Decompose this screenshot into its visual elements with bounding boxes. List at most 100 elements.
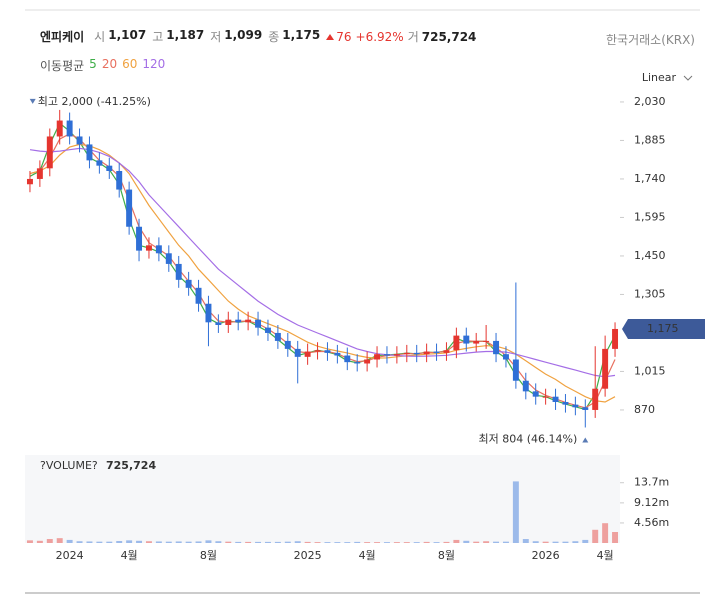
- y-tick-label: 1,595: [634, 210, 666, 223]
- volume-bar: [86, 541, 93, 543]
- quote-label: 종: [268, 30, 280, 44]
- volume-bar: [155, 541, 162, 543]
- volume-bar: [304, 541, 311, 543]
- candle-body: [562, 401, 569, 405]
- y-tick-label: 1,740: [634, 172, 666, 185]
- ma-line: [29, 147, 616, 378]
- x-tick-label: 4월: [597, 549, 614, 562]
- candle-body: [572, 404, 579, 408]
- candle-body: [542, 396, 549, 398]
- ma-line: [29, 143, 616, 403]
- candle-body: [463, 335, 470, 344]
- scale-label[interactable]: Linear: [642, 71, 677, 84]
- candle-body: [86, 144, 93, 161]
- candle-body: [612, 328, 619, 349]
- volume-bar: [423, 541, 430, 543]
- candle-body: [185, 279, 192, 288]
- stock-name: 엔피케이: [40, 30, 85, 44]
- candle-body: [126, 189, 133, 227]
- max-marker: [29, 98, 36, 104]
- candle-body: [522, 380, 529, 392]
- volume-bar: [602, 523, 609, 543]
- quote-value: 1,187: [166, 28, 205, 42]
- dropdown-icon[interactable]: [683, 75, 693, 81]
- candle-body: [324, 350, 331, 353]
- volume-bar: [225, 541, 232, 543]
- volume-bar: [136, 540, 143, 543]
- header: 엔피케이 시 1,107 고 1,187 저 1,099 종 1,175 76 +6.92% …: [40, 28, 482, 45]
- candle-body: [344, 355, 351, 363]
- x-tick-label: 2025: [294, 549, 322, 562]
- candle-body: [264, 327, 271, 333]
- candle-body: [106, 165, 113, 171]
- volume-bar: [502, 541, 509, 543]
- volume-bar: [453, 539, 460, 543]
- candle-body: [413, 352, 420, 355]
- quote-value: 1,099: [224, 28, 263, 42]
- candle-body: [245, 319, 252, 323]
- candle-body: [473, 340, 480, 344]
- candle-body: [215, 322, 222, 325]
- candle-body: [46, 136, 53, 169]
- volume-bar: [374, 542, 381, 543]
- candle-body: [383, 354, 390, 356]
- volume-label: 거: [407, 30, 419, 44]
- volume-bar: [96, 541, 103, 543]
- candle-body: [26, 178, 33, 185]
- volume-bar: [175, 541, 182, 543]
- candle-body: [205, 303, 212, 323]
- volume-bar: [36, 540, 43, 543]
- volume-bar: [26, 540, 33, 543]
- volume-bar: [473, 541, 480, 543]
- volume-bar: [572, 541, 579, 543]
- quote-label: 고: [152, 30, 164, 44]
- quote-items: 시 1,107 고 1,187 저 1,099 종 1,175: [94, 28, 326, 45]
- quote-label: 시: [94, 30, 106, 44]
- volume-bar: [255, 541, 262, 543]
- volume-bar: [264, 541, 271, 543]
- volume-tick-label: 4.56m: [634, 516, 669, 529]
- y-tick-label: 870: [634, 403, 655, 416]
- change: 76: [336, 29, 352, 44]
- candle-body: [155, 245, 162, 254]
- volume-bar: [463, 540, 470, 543]
- volume-bar: [612, 532, 619, 543]
- candle-body: [175, 263, 182, 280]
- candle-body: [393, 354, 400, 356]
- candle-body: [334, 352, 341, 356]
- y-tick-label: 1,885: [634, 133, 666, 146]
- candle-body: [145, 245, 152, 251]
- volume-bar: [562, 541, 569, 543]
- volume-bar: [235, 541, 242, 543]
- volume-bar: [56, 538, 63, 543]
- candle-body: [136, 226, 143, 251]
- candle-body: [374, 354, 381, 360]
- volume-bar: [245, 541, 252, 543]
- candle-body: [255, 319, 262, 328]
- volume-tick-label: 9.12m: [634, 496, 669, 509]
- candle-body: [403, 352, 410, 355]
- volume-bar: [393, 542, 400, 543]
- volume-bar: [413, 542, 420, 543]
- volume-bar: [165, 541, 172, 543]
- volume-bar: [284, 541, 291, 543]
- candle-body: [443, 350, 450, 353]
- volume-last: 725,724: [106, 459, 156, 472]
- volume-pane: [25, 455, 620, 543]
- candle-body: [274, 332, 281, 341]
- volume-bar: [354, 541, 361, 543]
- volume-bar: [185, 541, 192, 543]
- volume-bar: [592, 529, 599, 543]
- volume-bar: [324, 542, 331, 543]
- volume-bar: [552, 541, 559, 543]
- candle-body: [235, 319, 242, 323]
- y-tick-label: 1,305: [634, 287, 666, 300]
- candle-body: [354, 362, 361, 364]
- candle-body: [56, 120, 63, 137]
- volume-bar: [126, 540, 133, 543]
- exchange: 한국거래소(KRX): [606, 33, 695, 47]
- min-marker: [582, 437, 589, 443]
- candle-body: [294, 348, 301, 357]
